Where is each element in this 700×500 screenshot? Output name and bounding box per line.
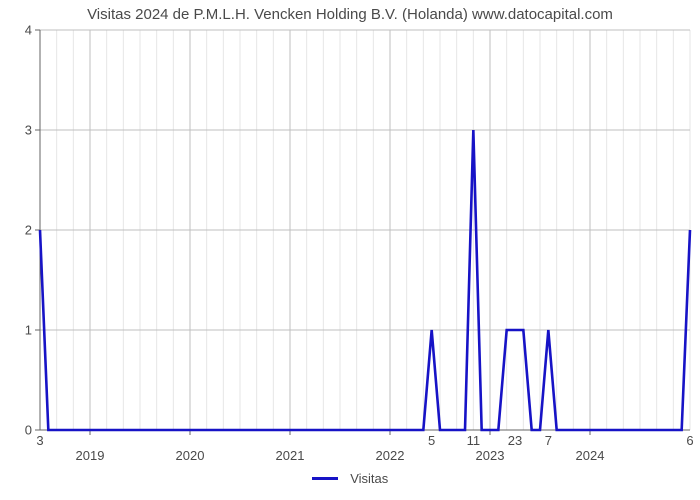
data-point-label: 7	[545, 433, 552, 448]
chart-container: Visitas 2024 de P.M.L.H. Vencken Holding…	[0, 0, 700, 500]
data-point-label: 6	[686, 433, 693, 448]
x-tick-label: 2019	[76, 448, 105, 463]
legend-swatch	[312, 477, 338, 480]
y-tick-label: 0	[2, 423, 32, 438]
x-tick-label: 2022	[376, 448, 405, 463]
x-tick-label: 2020	[176, 448, 205, 463]
data-point-label: 5	[428, 433, 435, 448]
data-point-label: 23	[508, 433, 522, 448]
plot-area	[40, 30, 690, 430]
chart-svg	[40, 30, 690, 430]
y-tick-label: 1	[2, 323, 32, 338]
data-point-label: 3	[36, 433, 43, 448]
y-tick-label: 3	[2, 123, 32, 138]
chart-title: Visitas 2024 de P.M.L.H. Vencken Holding…	[0, 6, 700, 23]
y-tick-label: 4	[2, 23, 32, 38]
x-tick-label: 2023	[476, 448, 505, 463]
legend-label: Visitas	[350, 471, 388, 486]
x-tick-label: 2024	[576, 448, 605, 463]
data-point-label: 11	[467, 433, 481, 448]
legend: Visitas	[0, 470, 700, 488]
x-tick-label: 2021	[276, 448, 305, 463]
y-tick-label: 2	[2, 223, 32, 238]
